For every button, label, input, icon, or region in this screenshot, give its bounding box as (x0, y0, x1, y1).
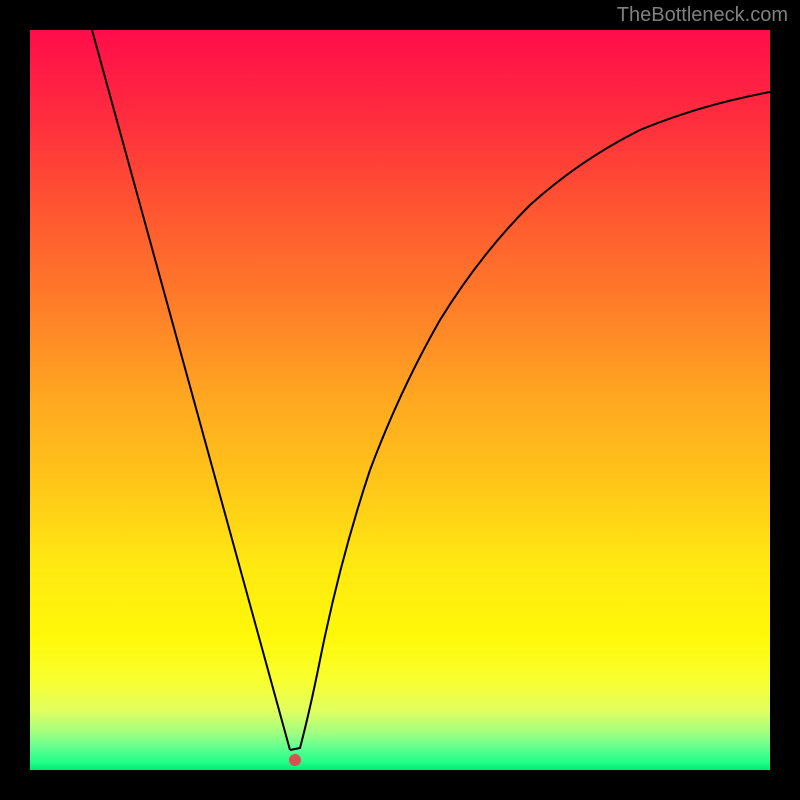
plot-area (30, 30, 770, 770)
watermark-text: TheBottleneck.com (617, 4, 788, 27)
chart-container: TheBottleneck.com (0, 0, 800, 800)
bottleneck-curve (30, 30, 770, 770)
minimum-marker (289, 754, 301, 766)
